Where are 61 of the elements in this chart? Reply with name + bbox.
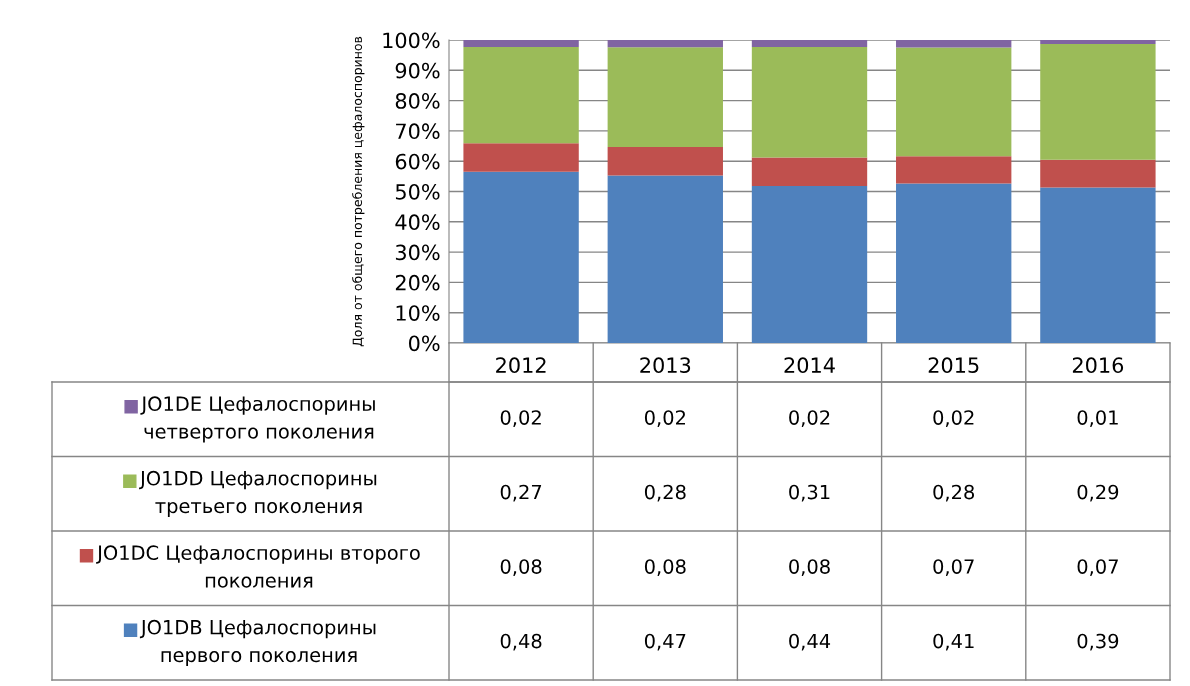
y-tick-label: 80% (395, 93, 440, 109)
y-tick-label: 90% (395, 62, 440, 79)
bar (1040, 43, 1156, 160)
legend-label: JO1DC Цефалоспорины второго поколения (96, 545, 420, 588)
y-axis-title: Доля от общего потребления цефалоспоринов (352, 36, 365, 347)
text: 0,02 (644, 410, 685, 427)
text: 0,41 (933, 633, 974, 651)
x-tick-label: 2014 (784, 357, 835, 374)
text: 0,07 (1077, 559, 1118, 576)
y-tick-label: 40% (395, 214, 440, 231)
bar (607, 47, 723, 147)
bar (896, 47, 1012, 157)
y-tick-label: 20% (395, 274, 440, 291)
text: 0,28 (644, 484, 686, 502)
text: 0,29 (1077, 484, 1119, 502)
legend-label: JO1DB Цефалоспорины первого поколения (139, 619, 376, 666)
bar (1040, 187, 1156, 343)
bar (896, 40, 1012, 48)
y-tick-label: 0% (408, 335, 440, 352)
text: 0,48 (500, 633, 542, 651)
bar (1040, 40, 1156, 44)
bar (463, 143, 579, 172)
y-tick-label: 60% (395, 153, 440, 170)
text: 0,08 (500, 559, 542, 576)
bar (751, 40, 868, 47)
text: 0,08 (789, 559, 830, 576)
bar (463, 171, 579, 343)
text: 0,02 (500, 410, 541, 427)
y-tick-label: 70% (396, 123, 440, 140)
legend-label: JO1DE Цефалоспорины четвертого поколения (140, 396, 375, 443)
text: 0,39 (1077, 633, 1119, 651)
x-tick-label: 2015 (928, 357, 979, 374)
x-tick-label: 2016 (1072, 357, 1124, 374)
y-tick-label: 10% (396, 305, 440, 321)
text: 0,28 (933, 484, 975, 502)
bar (607, 146, 723, 176)
text: 0,02 (933, 410, 974, 427)
text: 0,31 (789, 484, 830, 502)
bar (463, 40, 579, 47)
text: 0,08 (644, 559, 686, 576)
legend-label: JO1DD Цефалоспорины третьего поколения (139, 470, 377, 517)
bar (751, 157, 868, 187)
y-tick-label: 100% (383, 32, 440, 49)
bar (1040, 159, 1156, 188)
bar (607, 175, 723, 343)
text: 0,44 (789, 633, 831, 651)
text: 0,07 (933, 559, 974, 576)
bar (607, 40, 723, 48)
bar (896, 156, 1012, 184)
x-tick-label: 2013 (640, 357, 691, 374)
bar (896, 183, 1012, 343)
text: 0,01 (1077, 410, 1118, 427)
x-tick-label: 2012 (496, 357, 546, 374)
bar (751, 186, 868, 343)
y-tick-label: 30% (395, 244, 440, 261)
text: 0,27 (500, 484, 542, 502)
text: 0,47 (644, 633, 686, 651)
text: 0,02 (789, 410, 830, 427)
y-tick-label: 50% (395, 183, 440, 200)
bar (751, 46, 868, 158)
bar (463, 46, 579, 144)
